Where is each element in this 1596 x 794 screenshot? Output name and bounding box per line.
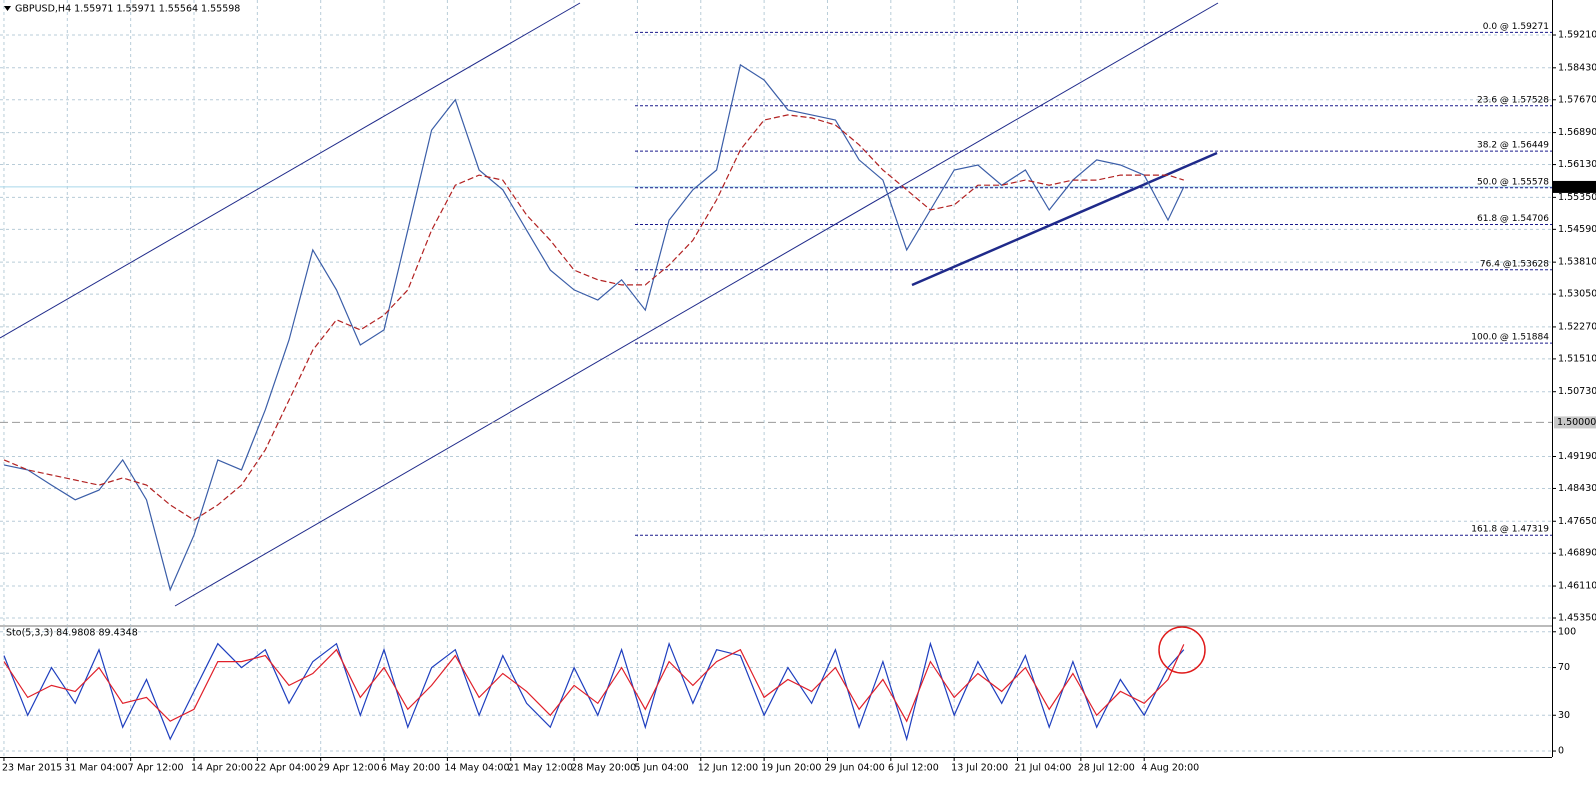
- moving-average: [3, 114, 1184, 521]
- y-tick-label: 1.52270: [1558, 321, 1596, 332]
- x-tick-label: 29 Jun 04:00: [824, 763, 884, 774]
- y-tick-label: 1.48430: [1558, 483, 1596, 494]
- y-tick-label: 1.54590: [1558, 224, 1596, 235]
- y-tick-label: 1.53810: [1558, 257, 1596, 268]
- y-tick-label: 1.46110: [1558, 581, 1596, 592]
- x-tick-label: 28 May 20:00: [571, 763, 636, 774]
- symbol-arrow: [4, 6, 11, 11]
- x-tick-label: 13 Jul 20:00: [951, 763, 1008, 774]
- y-tick-label: 100: [1558, 626, 1576, 637]
- channel-lower: [174, 2, 1219, 607]
- fib-label: 38.2 @ 1.56449: [1477, 141, 1549, 151]
- fib-label: 23.6 @ 1.57528: [1477, 95, 1549, 105]
- x-tick-label: 6 Jul 12:00: [888, 763, 939, 774]
- price-line: [3, 63, 1185, 592]
- current-price-box: [1553, 180, 1596, 193]
- y-tick-label: 70: [1558, 662, 1570, 673]
- y-tick-label: 1.46890: [1558, 548, 1596, 559]
- y-tick-label: 1.58430: [1558, 62, 1596, 73]
- y-tick-label: 1.57670: [1558, 94, 1596, 105]
- fib-label: 0.0 @ 1.59271: [1483, 22, 1549, 32]
- fib-label: 61.8 @ 1.54706: [1477, 214, 1549, 224]
- x-tick-label: 21 May 12:00: [508, 763, 573, 774]
- x-tick-label: 31 Mar 04:00: [64, 763, 127, 774]
- y-tick-label: 1.59210: [1558, 29, 1596, 40]
- level-label: 1.50000: [1557, 417, 1596, 428]
- stoch-main: [3, 641, 1185, 742]
- stoch-signal: [3, 644, 1185, 723]
- current-price-label: 1.55598: [1557, 181, 1596, 192]
- indicator-title: Sto(5,3,3) 84.9808 89.4348: [6, 628, 138, 639]
- fib-label: 50.0 @ 1.55578: [1477, 177, 1549, 187]
- highlight-circle: [1158, 626, 1206, 674]
- x-tick-label: 12 Jun 12:00: [698, 763, 758, 774]
- x-tick-label: 7 Apr 12:00: [128, 763, 184, 774]
- y-tick-label: 1.45350: [1558, 613, 1596, 624]
- y-tick-label: 1.56890: [1558, 127, 1596, 138]
- x-tick-label: 5 Jun 04:00: [634, 763, 688, 774]
- chart-title: GBPUSD,H4 1.55971 1.55971 1.55564 1.5559…: [15, 4, 240, 15]
- x-tick-label: 14 Apr 20:00: [191, 763, 253, 774]
- y-tick-label: 1.49190: [1558, 451, 1596, 462]
- fib-label: 76.4 @1.53628: [1480, 259, 1549, 269]
- y-tick-label: 1.55350: [1558, 192, 1596, 203]
- channel-upper: [0, 2, 581, 339]
- y-tick-label: 1.47650: [1558, 516, 1596, 527]
- x-tick-label: 4 Aug 20:00: [1141, 763, 1199, 774]
- y-tick-label: 1.53050: [1558, 289, 1596, 300]
- y-tick-label: 1.56130: [1558, 159, 1596, 170]
- y-tick-label: 1.51510: [1558, 353, 1596, 364]
- fib-label: 161.8 @ 1.47319: [1471, 525, 1549, 535]
- x-tick-label: 14 May 04:00: [444, 763, 509, 774]
- y-tick-label: 30: [1558, 710, 1570, 721]
- plot: 0.0 @ 1.59271 23.6 @ 1.57528 38.2 @ 1.5644…: [0, 22, 1552, 742]
- x-tick-label: 21 Jul 04:00: [1015, 763, 1072, 774]
- x-tick-label: 6 May 20:00: [381, 763, 440, 774]
- x-tick-label: 22 Apr 04:00: [254, 763, 316, 774]
- x-tick-label: 29 Apr 12:00: [318, 763, 380, 774]
- x-tick-label: 23 Mar 2015: [2, 763, 62, 774]
- axes: 23 Mar 2015 31 Mar 04:00 7 Apr 12:00 14 Apr…: [2, 29, 1596, 774]
- level-box: [1554, 416, 1596, 429]
- x-tick-label: 19 Jun 20:00: [761, 763, 821, 774]
- y-tick-label: 1.50730: [1558, 386, 1596, 397]
- fib-label: 100.0 @ 1.51884: [1471, 333, 1549, 343]
- y-tick-label: 0: [1558, 746, 1564, 757]
- grid: [0, 0, 1552, 757]
- x-tick-label: 28 Jul 12:00: [1078, 763, 1135, 774]
